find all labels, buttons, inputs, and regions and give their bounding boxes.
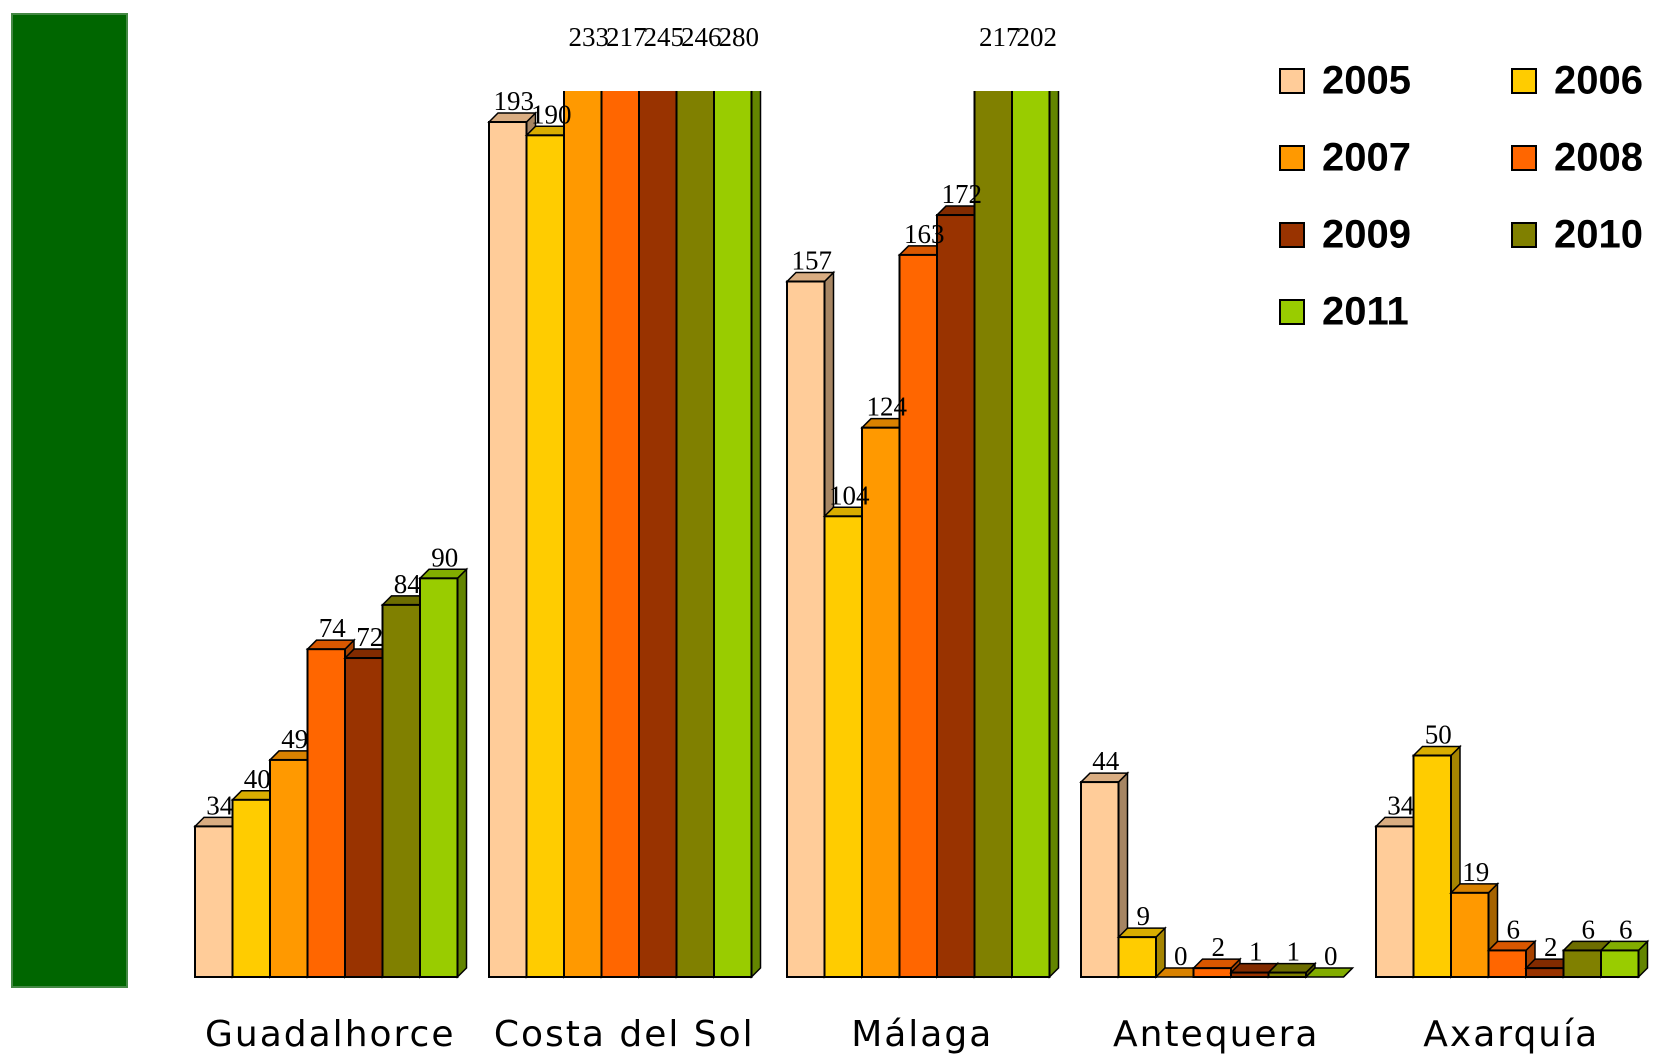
value-label: 34 (1387, 790, 1415, 820)
labels: 3419315744344019010495049233124019742171… (205, 22, 1643, 1055)
value-label: 172 (942, 179, 983, 209)
bar-side (1048, 91, 1060, 979)
bar (1562, 949, 1602, 978)
value-label: 19 (1462, 857, 1489, 887)
x-tick-label: Axarquía (1423, 1014, 1599, 1055)
value-label: 44 (1092, 746, 1120, 776)
legend-swatch (1279, 299, 1305, 325)
legend-label: 2007 (1322, 136, 1411, 180)
x-tick-label: Costa del Sol (494, 1014, 755, 1055)
bar (1600, 949, 1640, 978)
value-label: 49 (281, 724, 308, 754)
value-label: 157 (792, 245, 833, 275)
legend-swatch (1511, 222, 1537, 248)
value-label: 34 (206, 790, 234, 820)
bar (1525, 967, 1565, 979)
bar-side (750, 91, 762, 979)
value-label: 1 (1287, 937, 1301, 967)
bar (1267, 971, 1307, 979)
legend-label: 2005 (1322, 59, 1411, 103)
legend-swatch (1511, 145, 1537, 171)
value-label: 40 (244, 764, 271, 794)
bar (1487, 949, 1527, 978)
value-label: 1 (1249, 937, 1263, 967)
value-label: 72 (356, 622, 383, 652)
value-label: 9 (1137, 901, 1151, 931)
value-label: 217 (606, 22, 647, 52)
value-label: 84 (394, 569, 422, 599)
bar (898, 253, 938, 979)
legend-swatch (1279, 145, 1305, 171)
bar (1230, 971, 1270, 979)
value-label: 0 (1174, 941, 1188, 971)
bar-side (456, 567, 468, 979)
bar (638, 91, 678, 978)
bar (1192, 967, 1232, 979)
bar (1375, 825, 1415, 978)
legend-label: 2009 (1322, 213, 1411, 257)
value-label: 6 (1619, 914, 1633, 944)
bar (419, 577, 459, 978)
bar (675, 91, 715, 979)
value-label: 233 (569, 22, 610, 52)
value-label: 124 (867, 392, 908, 422)
x-tick-label: Antequera (1113, 1014, 1319, 1055)
bar (861, 426, 901, 978)
value-label: 245 (644, 22, 685, 52)
value-label: 0 (1324, 941, 1338, 971)
bar (1412, 754, 1452, 978)
plot-area (193, 7, 1650, 979)
legend-label: 2006 (1554, 59, 1643, 103)
bar (488, 121, 528, 978)
bar (973, 91, 1013, 978)
bar-top (602, 7, 649, 16)
bar-top (1304, 967, 1355, 978)
value-label: 6 (1582, 914, 1596, 944)
bar (306, 648, 346, 978)
bar (1011, 91, 1051, 978)
legend-label: 2011 (1322, 290, 1409, 334)
value-label: 2 (1212, 932, 1226, 962)
side-band (11, 13, 128, 988)
legend-label: 2010 (1554, 213, 1643, 257)
bar (713, 91, 753, 979)
bar (936, 214, 976, 979)
value-label: 163 (904, 219, 945, 249)
value-label: 246 (681, 22, 722, 52)
value-label: 74 (319, 613, 347, 643)
bar-top (975, 7, 1022, 16)
value-label: 217 (979, 22, 1020, 52)
bar (194, 825, 234, 978)
legend-swatch (1511, 68, 1537, 94)
x-tick-label: Guadalhorce (205, 1014, 455, 1055)
value-label: 104 (829, 480, 870, 510)
value-label: 280 (719, 22, 760, 52)
bar-top (1012, 73, 1059, 82)
value-label: 50 (1425, 720, 1452, 750)
value-label: 193 (494, 86, 535, 116)
value-label: 202 (1017, 22, 1058, 52)
legend-label: 2008 (1554, 136, 1643, 180)
value-label: 90 (431, 542, 458, 572)
legend-swatch (1279, 68, 1305, 94)
value-label: 190 (531, 99, 572, 129)
bar (231, 798, 271, 978)
bar (1450, 891, 1490, 979)
bar (563, 91, 603, 978)
bar (344, 657, 384, 978)
bar (269, 758, 309, 978)
bar (786, 280, 826, 978)
value-label: 6 (1507, 914, 1521, 944)
bar (1080, 781, 1120, 979)
bar (381, 603, 421, 978)
value-label: 2 (1544, 932, 1558, 962)
x-tick-label: Málaga (851, 1014, 993, 1055)
bar (600, 91, 640, 978)
legend-swatch (1279, 222, 1305, 248)
bar (525, 134, 565, 979)
bar (823, 515, 863, 979)
bar (1117, 936, 1157, 979)
